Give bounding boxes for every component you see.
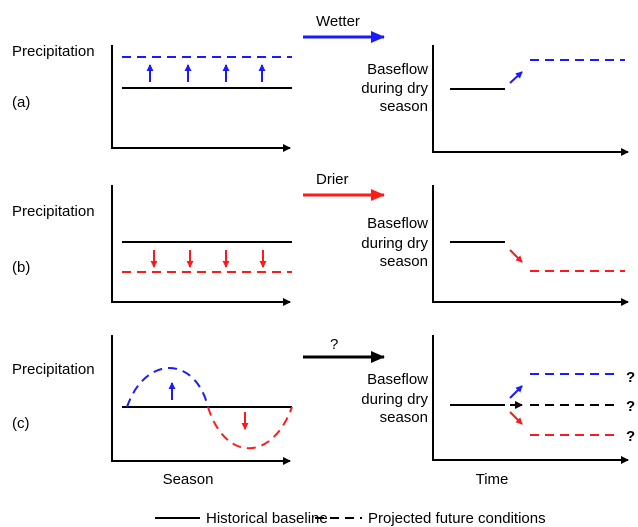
- label: Baseflow: [367, 215, 428, 232]
- panel-c: Precipitation (c) ? Baseflow during dry …: [12, 335, 635, 488]
- label: (b): [12, 259, 30, 276]
- panel-a: Precipitation (a) Wetter Baseflow during…: [12, 13, 629, 156]
- line: [509, 71, 523, 84]
- label: ?: [626, 428, 635, 445]
- line-path: [126, 367, 209, 408]
- axis: [111, 185, 291, 306]
- label: ?: [330, 336, 338, 353]
- label: season: [380, 253, 428, 270]
- panel-b: Precipitation (b) Drier Baseflow during …: [12, 171, 629, 306]
- label: Baseflow: [367, 371, 428, 388]
- label: Time: [476, 471, 509, 488]
- label: ?: [626, 369, 635, 386]
- axis: [111, 335, 291, 465]
- axis: [432, 185, 629, 306]
- label: (a): [12, 94, 30, 111]
- line-path: [207, 406, 293, 450]
- line: [509, 385, 523, 399]
- label: Historical baseline: [206, 510, 328, 527]
- label: Wetter: [316, 13, 360, 30]
- label: during dry: [361, 391, 428, 408]
- label: Precipitation: [12, 361, 95, 378]
- label: Drier: [316, 171, 349, 188]
- label: Precipitation: [12, 203, 95, 220]
- label: during dry: [361, 235, 428, 252]
- label: ?: [626, 398, 635, 415]
- axis: [432, 335, 629, 464]
- label: during dry: [361, 80, 428, 97]
- label: season: [380, 409, 428, 426]
- label: season: [380, 98, 428, 115]
- line: [509, 249, 523, 263]
- label: Season: [163, 471, 214, 488]
- line: [509, 411, 523, 425]
- axis: [432, 45, 629, 156]
- label: Precipitation: [12, 43, 95, 60]
- label: Projected future conditions: [368, 510, 546, 527]
- axis: [111, 45, 291, 152]
- label: (c): [12, 415, 30, 432]
- legend: Historical baseline Projected future con…: [155, 510, 546, 527]
- label: Baseflow: [367, 61, 428, 78]
